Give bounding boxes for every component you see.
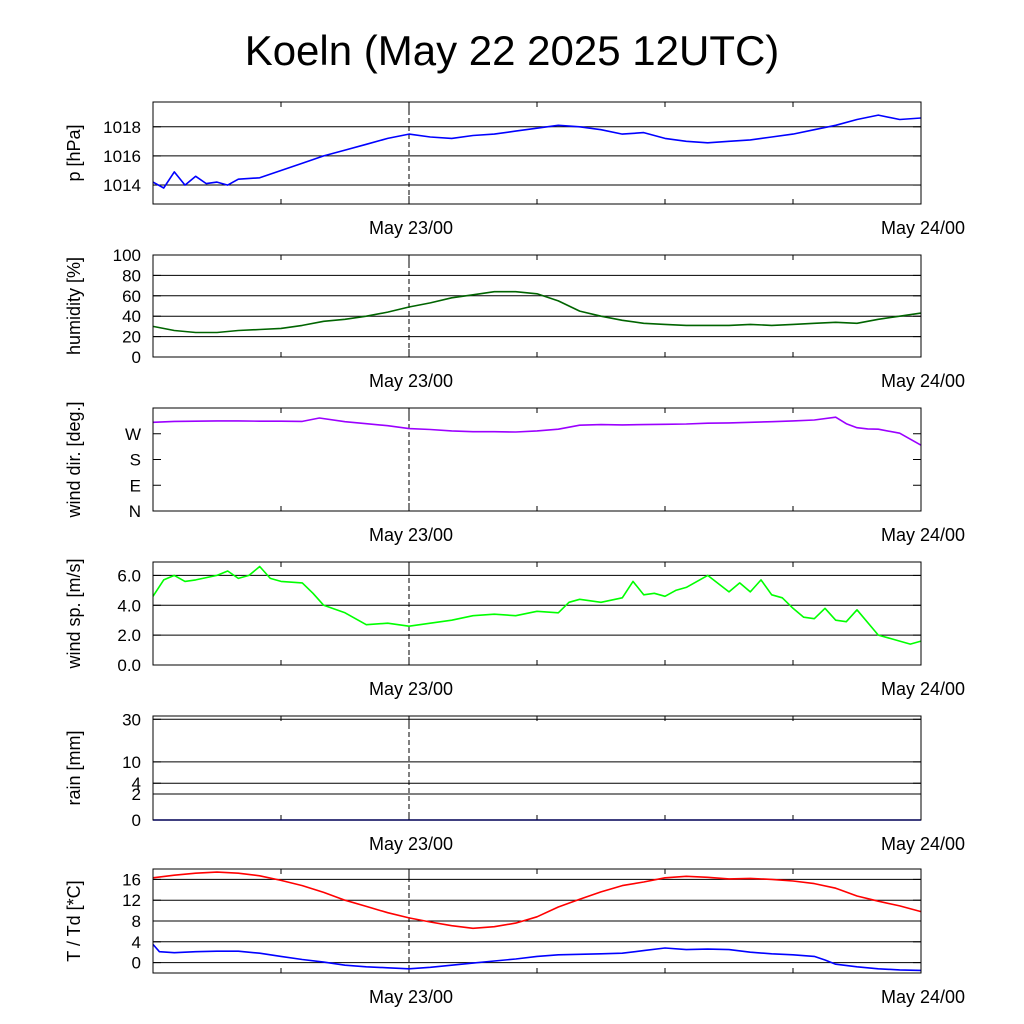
panel-6: 0 4 8 12 16 T / Td [*C] May 23/00 May 24/00 [64,868,965,1007]
x-tick-label: May 24/00 [881,679,965,699]
series-line-1 [152,871,922,930]
y-tick-label: 4 [132,774,141,793]
y-axis-label: p [hPa] [64,124,84,181]
y-tick-label: 40 [122,307,141,326]
plot-frame [152,561,922,666]
y-tick-label: 0.0 [117,656,141,675]
x-tick-label: May 23/00 [369,218,453,238]
x-tick-label: May 24/00 [881,987,965,1007]
y-tick-label: 80 [122,266,141,285]
series-line-1 [152,416,922,446]
y-tick-label: 100 [113,246,141,265]
x-tick-label: May 24/00 [881,218,965,238]
panel-5: 0 24 10 30 rain [mm] May 23/00 May 24/00 [64,710,965,854]
x-tick-label: May 23/00 [369,525,453,545]
y-axis-label: humidity [%] [64,257,84,355]
y-tick-label: 1018 [103,118,141,137]
y-tick-label: 4 [132,933,141,952]
chart-title: Koeln (May 22 2025 12UTC) [244,27,780,74]
plot-frame [152,254,922,358]
plot-frame [152,101,922,205]
series-line-1 [152,290,922,334]
y-axis-label: T / Td [*C] [64,880,84,961]
x-tick-label: May 23/00 [369,371,453,391]
panel-1: 1014 1016 1018 p [hPa] May 23/00 May 24/00 [64,101,965,238]
plot-frame [152,715,922,821]
plot-frame [152,868,922,974]
y-axis-label: wind dir. [deg.] [64,401,84,518]
y-tick-label: 0 [132,811,141,830]
y-tick-label: N [129,502,141,521]
y-tick-label: 1016 [103,147,141,166]
y-axis-label: rain [mm] [64,730,84,805]
y-tick-label: 0 [132,954,141,973]
x-tick-label: May 24/00 [881,834,965,854]
plot-frame [152,407,922,512]
x-tick-label: May 24/00 [881,371,965,391]
series-line-2 [152,943,922,972]
x-tick-label: May 24/00 [881,525,965,545]
y-tick-label: 8 [132,912,141,931]
x-tick-label: May 23/00 [369,834,453,854]
series-line-1 [152,114,922,189]
y-axis-label: wind sp. [m/s] [64,558,84,669]
y-tick-label: 6.0 [117,566,141,585]
y-tick-label: 1014 [103,176,141,195]
y-tick-label: 2 [132,785,141,804]
y-tick-label: 16 [122,870,141,889]
y-tick-label: 20 [122,328,141,347]
x-tick-label: May 23/00 [369,987,453,1007]
y-tick-label: 30 [122,710,141,729]
y-tick-label: 2.0 [117,626,141,645]
y-tick-label: 0 [132,348,141,367]
y-tick-label: 12 [122,891,141,910]
y-tick-label: 10 [122,753,141,772]
x-tick-label: May 23/00 [369,679,453,699]
y-tick-label: W [125,425,141,444]
series-line-1 [152,565,922,645]
y-tick-label: E [130,476,141,495]
y-tick-label: 60 [122,287,141,306]
y-tick-label: S [130,451,141,470]
y-tick-label: 4.0 [117,596,141,615]
panel-4: 0.0 2.0 4.0 6.0 wind sp. [m/s] May 23/00 May 2… [64,558,965,699]
